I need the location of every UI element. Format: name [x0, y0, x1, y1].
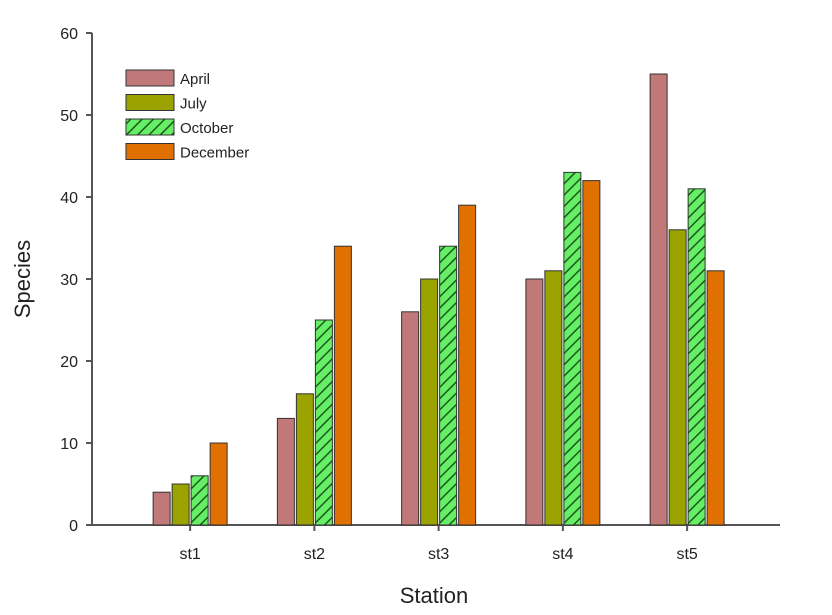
y-tick-label: 30 [60, 272, 78, 289]
bars [152, 73, 725, 526]
bar-april-st3 [401, 311, 420, 526]
x-tick-label: st1 [179, 546, 200, 563]
bar-april-st5 [649, 73, 668, 526]
bar-july-st5 [668, 229, 687, 526]
bar-october-st3 [439, 245, 458, 526]
x-tick-label: st4 [552, 546, 573, 563]
legend-swatch-october [125, 118, 175, 136]
bar-october-st4 [563, 171, 582, 526]
legend-swatch-december [125, 143, 175, 160]
y-tick-label: 20 [60, 354, 78, 371]
legend-label-december: December [180, 145, 249, 162]
x-ticks: st1 st2 st3 st4 st5 [179, 525, 698, 563]
x-tick-label: st3 [428, 546, 449, 563]
legend-label-april: April [180, 71, 210, 88]
bar-december-st3 [458, 204, 477, 526]
legend-label-october: October [180, 120, 233, 137]
x-tick-label: st2 [304, 546, 325, 563]
bar-december-st5 [706, 270, 725, 526]
legend: April July October December [125, 69, 249, 162]
y-tick-label: 40 [60, 190, 78, 207]
x-tick-label: st5 [676, 546, 697, 563]
x-axis-title: Station [400, 583, 469, 608]
y-ticks: 0 10 20 30 40 50 60 [60, 26, 92, 535]
bar-october-st1 [190, 475, 209, 526]
bar-december-st4 [582, 180, 601, 526]
y-tick-label: 60 [60, 26, 78, 43]
bar-july-st1 [171, 483, 190, 526]
y-tick-label: 50 [60, 108, 78, 125]
y-axis-title: Species [10, 240, 35, 318]
bar-april-st1 [152, 491, 171, 526]
y-tick-label: 10 [60, 436, 78, 453]
bar-december-st1 [209, 442, 228, 526]
bar-october-st5 [687, 188, 706, 526]
bar-april-st4 [525, 278, 544, 526]
legend-label-july: July [180, 96, 207, 113]
bar-october-st2 [314, 319, 333, 526]
legend-swatch-july [125, 94, 175, 111]
bar-july-st3 [420, 278, 439, 526]
y-tick-label: 0 [69, 518, 78, 535]
bar-april-st2 [276, 417, 295, 526]
legend-swatch-april [125, 69, 175, 87]
bar-july-st2 [295, 393, 314, 526]
bar-december-st2 [333, 245, 352, 526]
bar-july-st4 [544, 270, 563, 526]
